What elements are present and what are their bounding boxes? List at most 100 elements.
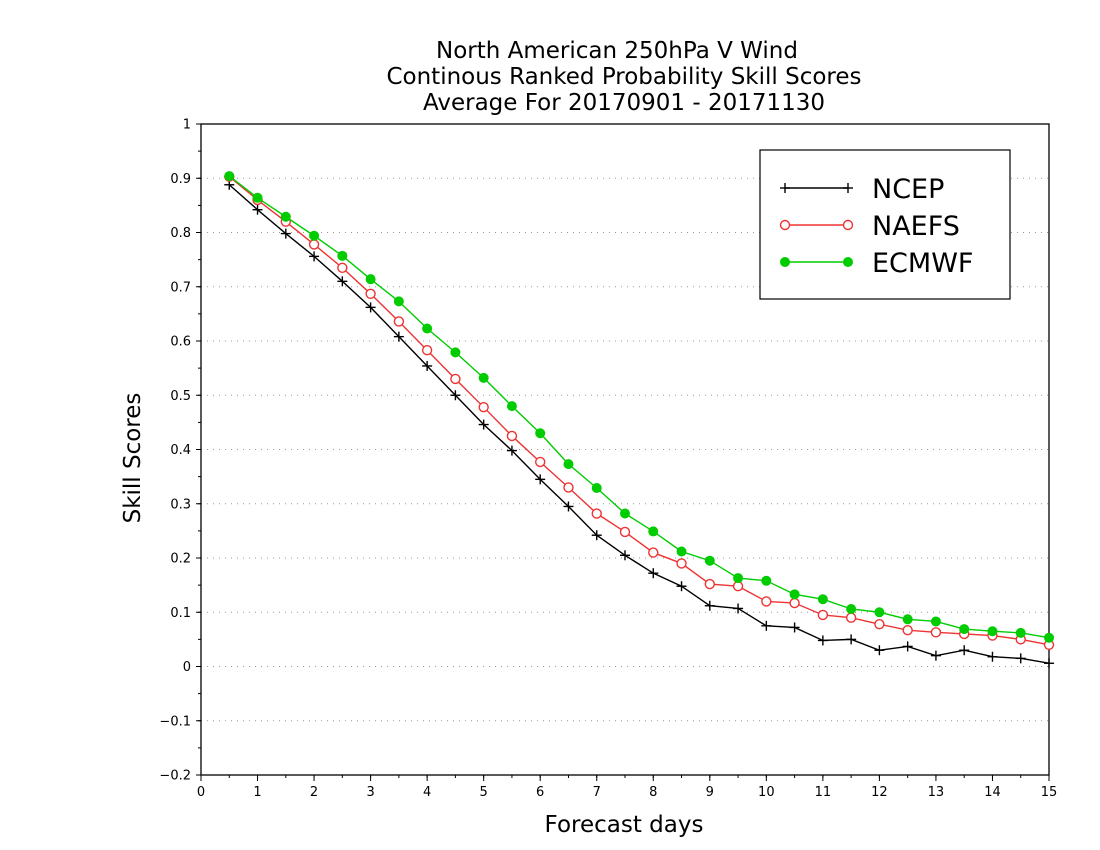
x-tick-label: 4 xyxy=(423,785,431,800)
data-point-ncep xyxy=(393,331,404,342)
data-point-ecmwf xyxy=(365,274,376,285)
data-point-ecmwf xyxy=(930,616,941,627)
y-axis-label: Skill Scores xyxy=(120,393,146,524)
data-point-naefs xyxy=(930,627,942,638)
x-tick-label: 6 xyxy=(536,785,544,800)
data-point-ecmwf xyxy=(789,589,800,600)
x-tick-label: 8 xyxy=(649,785,657,800)
data-point-ecmwf xyxy=(309,230,320,241)
y-tick-label: −0.1 xyxy=(159,714,191,729)
data-point-naefs xyxy=(817,609,829,621)
data-point-naefs xyxy=(761,596,772,607)
data-point-ecmwf xyxy=(591,483,602,494)
data-point-ncep xyxy=(365,302,376,313)
x-tick-label: 12 xyxy=(871,785,888,800)
data-point-ncep xyxy=(761,620,772,631)
data-point-ncep xyxy=(337,276,348,287)
data-point-naefs xyxy=(421,345,433,356)
x-tick-label: 15 xyxy=(1041,785,1058,800)
x-tick-label: 10 xyxy=(758,785,775,800)
data-point-ncep xyxy=(733,603,744,614)
data-point-naefs xyxy=(393,316,405,327)
data-point-ecmwf xyxy=(535,428,546,439)
data-point-ecmwf xyxy=(563,459,574,470)
data-point-ncep xyxy=(478,419,489,430)
series-layer xyxy=(224,171,1055,669)
data-point-ncep xyxy=(591,530,602,541)
data-point-ecmwf xyxy=(224,171,235,182)
data-point-ecmwf xyxy=(704,555,715,566)
data-point-ecmwf xyxy=(761,575,772,586)
data-point-ecmwf xyxy=(422,323,433,334)
y-tick-label: 0 xyxy=(183,660,191,675)
x-tick-label: 5 xyxy=(480,785,488,800)
data-point-ecmwf xyxy=(959,624,970,635)
data-point-ecmwf xyxy=(1044,632,1054,643)
data-point-ecmwf xyxy=(1015,627,1026,638)
data-point-ncep xyxy=(309,251,320,262)
data-point-ncep xyxy=(450,390,461,401)
chart-title: North American 250hPa V Wind Continous R… xyxy=(386,38,861,116)
data-point-naefs xyxy=(648,547,659,558)
data-point-ecmwf xyxy=(393,296,404,307)
data-point-ncep xyxy=(1044,658,1054,669)
data-point-naefs xyxy=(506,430,518,442)
legend-marker-naefs xyxy=(779,219,791,231)
data-point-naefs xyxy=(874,618,885,630)
data-point-naefs xyxy=(902,624,913,636)
data-point-ncep xyxy=(280,228,291,239)
x-tick-label: 1 xyxy=(253,785,261,800)
legend-item-naefs: NAEFS xyxy=(779,211,960,242)
data-point-ncep xyxy=(959,645,970,656)
data-point-ncep xyxy=(789,622,800,633)
data-point-ncep xyxy=(874,645,885,656)
data-point-naefs xyxy=(704,578,715,590)
legend-marker-ncep xyxy=(780,183,790,193)
data-point-ecmwf xyxy=(620,508,630,519)
data-point-ecmwf xyxy=(252,192,263,203)
legend: NCEP NAEFS ECMWF xyxy=(759,149,1011,300)
data-point-ncep xyxy=(620,550,630,561)
x-tick-label: 3 xyxy=(366,785,374,800)
legend-label-ecmwf: ECMWF xyxy=(872,248,973,279)
y-tick-label: 0.9 xyxy=(170,172,191,187)
title-line-1: North American 250hPa V Wind xyxy=(436,38,798,64)
legend-marker-ncep xyxy=(843,183,853,193)
y-tick-label: 0.6 xyxy=(170,335,191,350)
data-point-ncep xyxy=(535,474,546,485)
data-point-naefs xyxy=(478,401,489,413)
data-point-ecmwf xyxy=(902,614,913,625)
data-point-ecmwf xyxy=(280,211,291,222)
legend-item-ncep: NCEP xyxy=(780,174,944,205)
data-point-ecmwf xyxy=(506,401,517,412)
data-point-ecmwf xyxy=(987,626,998,637)
data-point-ncep xyxy=(506,445,517,456)
x-tick-label: 14 xyxy=(984,785,1001,800)
data-point-naefs xyxy=(591,508,602,519)
data-point-naefs xyxy=(450,373,461,385)
data-point-ecmwf xyxy=(733,573,744,584)
data-point-ncep xyxy=(704,600,715,611)
data-point-naefs xyxy=(619,526,631,538)
data-point-naefs xyxy=(845,612,857,623)
data-point-naefs xyxy=(365,288,376,300)
y-tick-label: 0.8 xyxy=(170,226,191,241)
data-point-naefs xyxy=(676,558,687,569)
data-point-ncep xyxy=(563,501,574,512)
legend-label-naefs: NAEFS xyxy=(872,211,960,242)
y-tick-label: 1 xyxy=(183,118,191,133)
x-tick-label: 9 xyxy=(706,785,714,800)
legend-label-ncep: NCEP xyxy=(872,174,944,205)
data-point-ecmwf xyxy=(846,603,857,614)
data-point-ecmwf xyxy=(337,250,348,261)
x-tick-label: 13 xyxy=(928,785,945,800)
x-tick-label: 0 xyxy=(197,785,205,800)
x-axis: 0 1 2 3 4 5 6 7 8 9 10 11 12 13 14 15 xyxy=(197,775,1057,800)
data-point-ncep xyxy=(1015,653,1026,664)
data-point-ecmwf xyxy=(676,546,687,557)
data-point-naefs xyxy=(789,597,800,609)
data-point-ncep xyxy=(987,651,998,662)
y-tick-label: 0.3 xyxy=(170,497,191,512)
title-line-3: Average For 20170901 - 20171130 xyxy=(423,90,825,116)
